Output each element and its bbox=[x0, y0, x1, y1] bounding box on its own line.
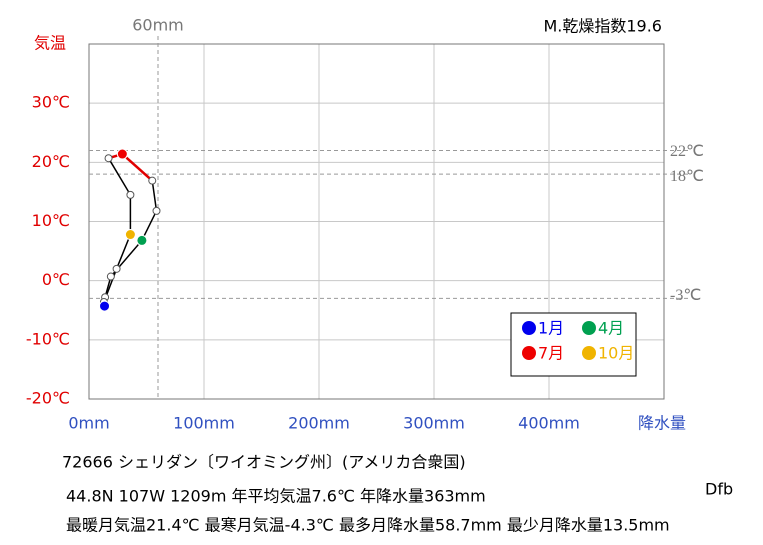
month-point bbox=[112, 264, 121, 273]
legend-marker bbox=[582, 321, 596, 335]
y-tick-label: -20℃ bbox=[26, 389, 70, 408]
month-point bbox=[124, 229, 136, 241]
legend-label: 1月 bbox=[538, 319, 564, 338]
reference-label: -3℃ bbox=[670, 287, 701, 304]
station: 72666 シェリダン〔ワイオミング州〕(アメリカ合衆国) bbox=[62, 453, 466, 472]
y-tick-label: 10℃ bbox=[32, 211, 70, 230]
y-tick-label: -10℃ bbox=[26, 329, 70, 348]
y-axis-label: 気温 bbox=[34, 34, 66, 53]
climate-line bbox=[107, 157, 132, 196]
legend-marker bbox=[522, 346, 536, 360]
month-point bbox=[148, 176, 157, 185]
x-tick-label: 200mm bbox=[288, 414, 350, 433]
info-line: 44.8N 107W 1209m 年平均気温7.6℃ 年降水量363mm bbox=[66, 487, 486, 506]
month-point bbox=[152, 206, 161, 215]
x-tick-label: 100mm bbox=[173, 414, 235, 433]
month-point bbox=[106, 272, 115, 281]
x-tick-label: 400mm bbox=[518, 414, 580, 433]
x-tick-label: 300mm bbox=[403, 414, 465, 433]
climate-line bbox=[121, 153, 154, 182]
climate-line bbox=[151, 180, 158, 211]
y-tick-label: 30℃ bbox=[32, 93, 70, 112]
y-tick-label: 20℃ bbox=[32, 152, 70, 171]
y-tick-label: 0℃ bbox=[42, 270, 70, 289]
plot-frame bbox=[88, 43, 665, 400]
legend-label: 10月 bbox=[598, 344, 634, 363]
legend-label: 4月 bbox=[598, 319, 624, 338]
month-point bbox=[116, 148, 128, 160]
month-point bbox=[126, 190, 135, 199]
x-tick-label: 0mm bbox=[68, 414, 109, 433]
month-point bbox=[104, 154, 113, 163]
reference-label: 60mm bbox=[132, 16, 184, 35]
info-line: 最暖月気温21.4℃ 最寒月気温-4.3℃ 最多月降水量58.7mm 最少月降水… bbox=[66, 516, 670, 535]
legend-marker bbox=[582, 346, 596, 360]
month-point bbox=[136, 234, 148, 246]
x-axis-label: 降水量 bbox=[638, 414, 686, 433]
reference-label: 18℃ bbox=[670, 168, 704, 185]
index-text: M.乾燥指数19.6 bbox=[543, 17, 662, 36]
legend-label: 7月 bbox=[538, 344, 564, 363]
month-point bbox=[99, 300, 111, 312]
climate-class: Dfb bbox=[705, 480, 733, 499]
climate-line bbox=[115, 234, 132, 270]
reference-label: 22℃ bbox=[670, 143, 704, 160]
legend-marker bbox=[522, 321, 536, 335]
